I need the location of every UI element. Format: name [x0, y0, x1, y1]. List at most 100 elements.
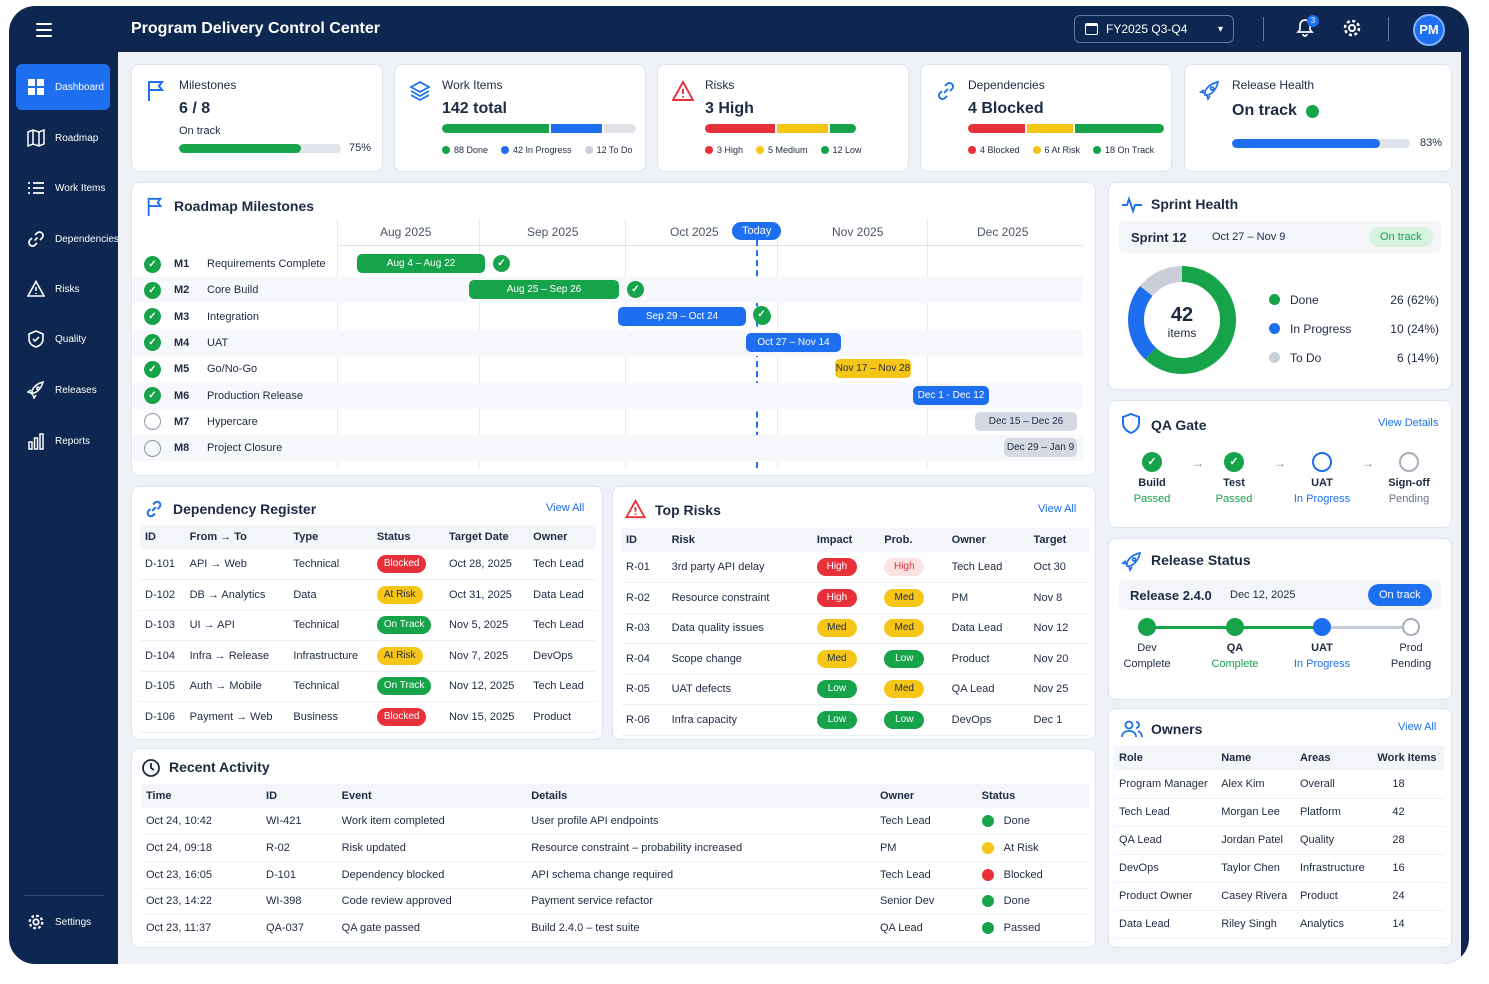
table-cell: Low	[811, 704, 880, 736]
release-step[interactable]: Dev Complete	[1107, 642, 1187, 670]
release-step[interactable]: UAT In Progress	[1282, 642, 1362, 670]
gantt-bar[interactable]: Nov 17 – Nov 28	[835, 359, 911, 379]
milestone-row[interactable]: ✓ M5 Go/No-Go	[144, 356, 257, 382]
table-row[interactable]: R-06 Infra capacity Low Low DevOps Dec 1	[621, 704, 1089, 736]
table-row[interactable]: Tech Lead Morgan Lee Platform 42	[1114, 798, 1444, 827]
nav-dashboard[interactable]: Dashboard	[16, 64, 110, 110]
view-all-link[interactable]: View All	[546, 502, 585, 514]
qa-step[interactable]: UAT In Progress	[1282, 452, 1362, 505]
column-header[interactable]: Status	[976, 784, 1089, 808]
column-header[interactable]: Prob.	[879, 528, 947, 552]
column-header[interactable]: Areas	[1294, 746, 1373, 770]
table-row[interactable]: D-106 Payment → Web Business Blocked Nov 15,…	[140, 701, 596, 733]
view-all-link[interactable]: View All	[1398, 721, 1437, 733]
gantt-bar[interactable]: Sep 29 – Oct 24	[618, 306, 746, 326]
milestone-row[interactable]: ✓ M4 UAT	[144, 330, 228, 356]
nav-settings[interactable]: Settings	[16, 899, 110, 945]
table-row[interactable]: R-04 Scope change Med Low Product Nov 20	[621, 643, 1089, 675]
table-row[interactable]: R-02 Resource constraint High Med PM Nov 8	[621, 582, 1089, 614]
gantt-bar[interactable]: Dec 15 – Dec 26	[975, 411, 1077, 431]
column-header[interactable]: Name	[1216, 746, 1295, 770]
column-header[interactable]: Event	[336, 784, 527, 808]
view-details-link[interactable]: View Details	[1378, 417, 1439, 429]
column-header[interactable]: Owner	[528, 525, 596, 549]
gantt-bar[interactable]: Dec 1 - Dec 12	[913, 385, 989, 405]
milestone-row[interactable]: M8 Project Closure	[144, 435, 282, 461]
gear-icon[interactable]	[1342, 18, 1362, 38]
avatar[interactable]: PM	[1413, 14, 1445, 46]
table-row[interactable]: QA Lead Jordan Patel Quality 28	[1114, 826, 1444, 855]
table-cell: 24	[1372, 882, 1444, 911]
table-row[interactable]: Oct 23, 14:22 WI-398 Code review approved P…	[141, 888, 1089, 916]
users-icon	[1121, 720, 1143, 738]
milestone-row[interactable]: ✓ M3 Integration	[144, 304, 259, 330]
table-row[interactable]: D-103 UI → API Technical On Track Nov 5, 202…	[140, 610, 596, 641]
gantt-bar[interactable]: Oct 27 – Nov 14	[746, 332, 841, 352]
milestone-row[interactable]: ✓ M6 Production Release	[144, 383, 303, 409]
table-row[interactable]: R-05 UAT defects Low Med QA Lead Nov 25	[621, 674, 1089, 705]
table-row[interactable]: D-102 DB → Analytics Data At Risk Oct 31, 20…	[140, 579, 596, 611]
kpi-milestones[interactable]: Milestones 6 / 8 On track 75%	[131, 64, 383, 172]
column-header[interactable]: Details	[526, 784, 875, 808]
milestone-row[interactable]: ✓ M2 Core Build	[144, 277, 258, 303]
view-all-link[interactable]: View All	[1038, 503, 1077, 515]
qa-step[interactable]: ✓ Build Passed	[1112, 452, 1192, 505]
nav-reports[interactable]: Reports	[16, 418, 110, 464]
table-row[interactable]: Oct 24, 09:18 R-02 Risk updated Resource co…	[141, 834, 1089, 862]
nav-work-items[interactable]: Work Items	[16, 165, 110, 211]
table-row[interactable]: R-03 Data quality issues Med Med Data Lead No…	[621, 613, 1089, 644]
table-row[interactable]: Oct 23, 16:05 D-101 Dependency blocked API …	[141, 861, 1089, 889]
gantt-bar[interactable]: Aug 4 – Aug 22	[357, 254, 485, 273]
release-step[interactable]: Prod Pending	[1371, 642, 1451, 670]
nav-quality[interactable]: Quality	[16, 316, 110, 362]
cell-text: Technical	[293, 680, 340, 693]
nav-releases[interactable]: Releases	[16, 367, 110, 413]
column-header[interactable]: Impact	[811, 528, 880, 552]
column-header[interactable]: Target Date	[443, 525, 529, 549]
nav-label: Reports	[55, 435, 91, 447]
table-row[interactable]: Program Manager Alex Kim Overall 18	[1114, 770, 1444, 799]
table-cell: 42	[1372, 798, 1444, 827]
qa-step[interactable]: Sign-off Pending	[1369, 452, 1449, 505]
column-header[interactable]: Role	[1114, 746, 1217, 770]
column-header[interactable]: Target	[1028, 528, 1089, 552]
release-step[interactable]: QA Complete	[1195, 642, 1275, 670]
table-cell: Done	[976, 808, 1089, 836]
qa-step[interactable]: ✓ Test Passed	[1194, 452, 1274, 505]
gantt-bar[interactable]: Aug 25 – Sep 26	[469, 280, 619, 300]
period-selector[interactable]: FY2025 Q3-Q4 ▾	[1074, 15, 1234, 43]
nav-dependencies[interactable]: Dependencies	[16, 216, 119, 262]
kpi-risks[interactable]: Risks 3 High 3 High 5 Medium 12 Low	[657, 64, 909, 172]
table-row[interactable]: R-01 3rd party API delay High High Tech Lead…	[621, 552, 1089, 583]
table-row[interactable]: Oct 24, 10:42 WI-421 Work item completed Us…	[141, 808, 1089, 836]
table-row[interactable]: Product Owner Casey Rivera Product 24	[1114, 882, 1444, 911]
column-header[interactable]: Work Items	[1372, 746, 1444, 770]
menu-icon[interactable]	[36, 23, 52, 41]
column-header[interactable]: Owner	[874, 784, 977, 808]
column-header[interactable]: Type	[288, 525, 372, 549]
milestone-row[interactable]: ✓ M1 Requirements Complete	[144, 251, 326, 277]
column-header[interactable]: Status	[371, 525, 444, 549]
table-row[interactable]: D-104 Infra → Release Infrastructure At Ris…	[140, 640, 596, 672]
table-row[interactable]: Oct 23, 11:37 QA-037 QA gate passed Build 2…	[141, 914, 1089, 942]
kpi-work-items[interactable]: Work Items 142 total 88 Done 42 In Progr…	[394, 64, 646, 172]
chevron-down-icon: ▾	[1217, 23, 1223, 35]
gantt-bar[interactable]: Dec 29 – Jan 9	[1004, 438, 1077, 458]
column-header[interactable]: ID	[140, 525, 185, 549]
column-header[interactable]: ID	[261, 784, 337, 808]
kpi-dependencies[interactable]: Dependencies 4 Blocked 4 Blocked 6 At Ri…	[920, 64, 1172, 172]
kpi-release-health[interactable]: Release Health On track 83%	[1184, 64, 1452, 172]
table-cell: DevOps	[1114, 854, 1217, 883]
table-row[interactable]: DevOps Taylor Chen Infrastructure 16	[1114, 854, 1444, 883]
table-row[interactable]: D-101 API → Web Technical Blocked Oct 28, 20…	[140, 549, 596, 580]
table-row[interactable]: D-105 Auth → Mobile Technical On Track Nov 1…	[140, 671, 596, 702]
column-header[interactable]: Risk	[666, 528, 812, 552]
table-row[interactable]: Data Lead Riley Singh Analytics 14	[1114, 910, 1444, 939]
column-header[interactable]: From → To	[184, 525, 289, 549]
column-header[interactable]: Time	[141, 784, 262, 808]
nav-roadmap[interactable]: Roadmap	[16, 115, 110, 161]
milestone-row[interactable]: M7 Hypercare	[144, 409, 258, 435]
nav-risks[interactable]: Risks	[16, 266, 110, 312]
column-header[interactable]: ID	[621, 528, 667, 552]
column-header[interactable]: Owner	[946, 528, 1029, 552]
